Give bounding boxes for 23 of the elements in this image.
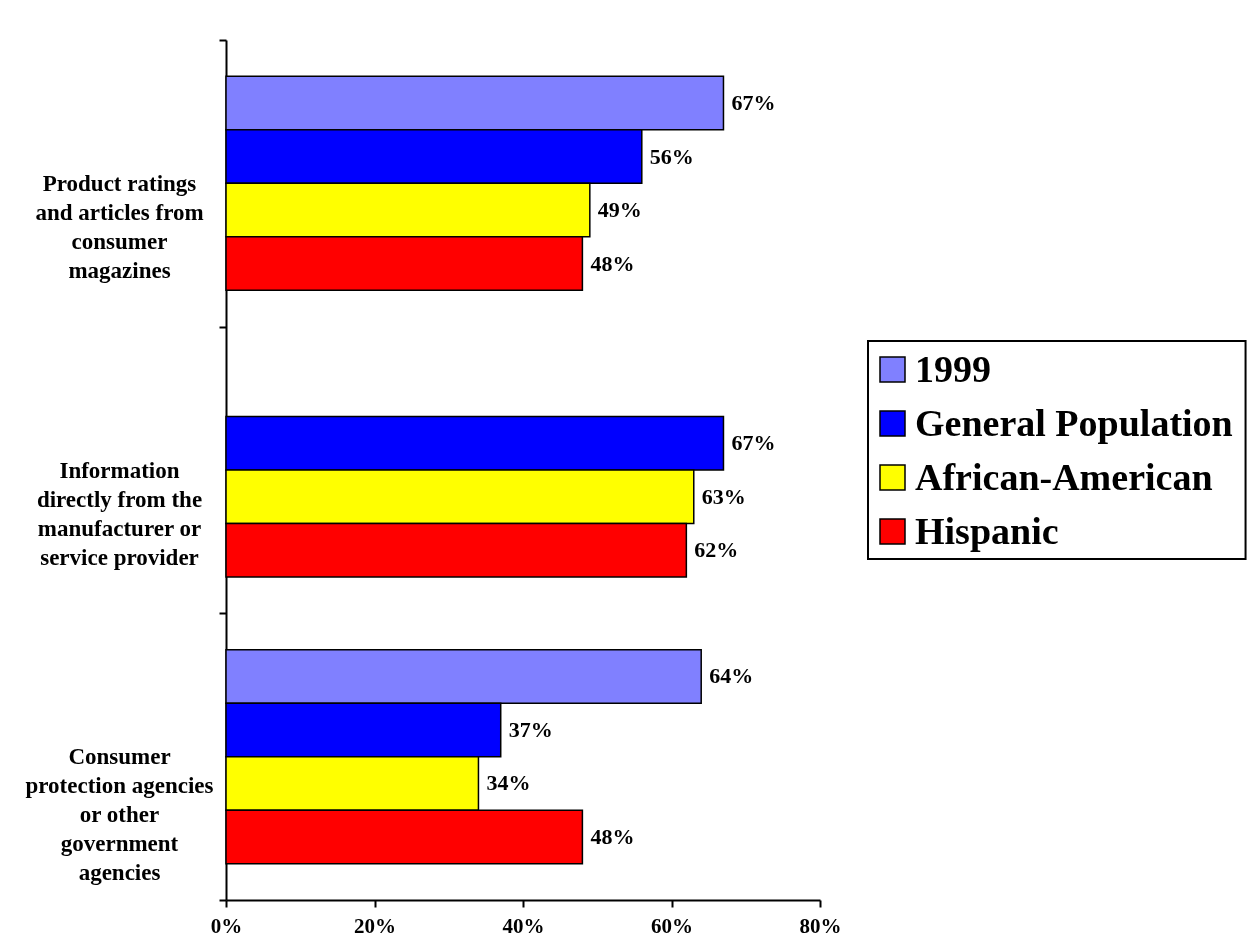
data-label: 67% bbox=[731, 90, 776, 116]
data-label: 49% bbox=[597, 197, 642, 223]
data-label: 37% bbox=[508, 716, 553, 742]
x-tick-label: 0% bbox=[210, 913, 243, 938]
x-tick-label: 80% bbox=[799, 913, 842, 938]
y-tick-label: Consumer protection agencies or other government agencies bbox=[25, 744, 214, 886]
data-label: 48% bbox=[590, 823, 635, 849]
legend-label: General Population bbox=[915, 402, 1233, 444]
y-tick-label: Information directly from the manufacturer or service provider bbox=[36, 457, 203, 570]
data-label: 63% bbox=[701, 483, 746, 509]
x-tick-label: 40% bbox=[502, 913, 545, 938]
x-tick-label: 60% bbox=[651, 913, 693, 938]
data-label: 67% bbox=[731, 430, 776, 456]
y-tick-label: Product ratings and articles from consumer magazines bbox=[35, 170, 204, 283]
data-label: 56% bbox=[649, 143, 694, 169]
data-label: 64% bbox=[709, 663, 754, 689]
legend-label: 1999 bbox=[915, 348, 991, 390]
legend-label: Hispanic bbox=[915, 510, 1059, 552]
data-label: 48% bbox=[590, 250, 635, 276]
legend-label: African-American bbox=[915, 456, 1213, 498]
data-label: 62% bbox=[694, 537, 739, 563]
x-tick-label: 20% bbox=[354, 913, 396, 938]
data-label: 34% bbox=[486, 770, 531, 796]
